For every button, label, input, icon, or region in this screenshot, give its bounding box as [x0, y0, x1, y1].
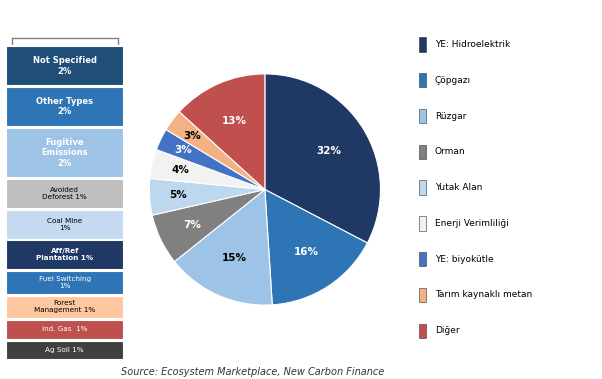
Wedge shape	[265, 190, 367, 305]
Text: 13%: 13%	[222, 116, 247, 126]
Text: Ag Soil 1%: Ag Soil 1%	[45, 347, 84, 353]
Wedge shape	[152, 190, 265, 262]
Bar	[419, 288, 426, 302]
Bar	[6, 241, 123, 269]
Text: Other Types
2%: Other Types 2%	[36, 97, 93, 116]
Text: Diğer: Diğer	[435, 326, 459, 335]
Text: Forest
Management 1%: Forest Management 1%	[34, 301, 95, 313]
Bar	[419, 37, 426, 52]
Bar	[419, 109, 426, 123]
Bar	[419, 73, 426, 88]
Text: Coal Mine
1%: Coal Mine 1%	[47, 218, 82, 231]
Text: Fuel Switching
1%: Fuel Switching 1%	[39, 276, 91, 289]
Text: Source: Ecosystem Marketplace, New Carbon Finance: Source: Ecosystem Marketplace, New Carbo…	[121, 367, 385, 377]
Text: Tarım kaynaklı metan: Tarım kaynaklı metan	[435, 290, 532, 299]
Wedge shape	[157, 130, 265, 190]
Text: Orman: Orman	[435, 147, 465, 156]
Wedge shape	[149, 179, 265, 215]
Text: 3%: 3%	[184, 131, 202, 141]
Text: 7%: 7%	[183, 219, 201, 230]
Text: 5%: 5%	[170, 190, 187, 200]
Bar	[6, 271, 123, 294]
Text: 15%: 15%	[222, 253, 247, 263]
Bar	[419, 180, 426, 195]
Text: 32%: 32%	[317, 146, 341, 155]
Bar	[419, 216, 426, 231]
Wedge shape	[265, 74, 380, 243]
Text: Enerji Verimliliği: Enerji Verimliliği	[435, 219, 509, 228]
Bar	[6, 320, 123, 339]
Bar	[419, 324, 426, 338]
Wedge shape	[179, 74, 265, 190]
Bar	[6, 46, 123, 85]
Bar	[419, 252, 426, 266]
Text: Rüzgar: Rüzgar	[435, 111, 466, 121]
Text: YE: biyokütle: YE: biyokütle	[435, 255, 493, 264]
Text: Yutak Alan: Yutak Alan	[435, 183, 482, 192]
Text: 3%: 3%	[175, 146, 193, 155]
Text: Aff/Ref
Plantation 1%: Aff/Ref Plantation 1%	[36, 248, 93, 262]
Bar	[6, 341, 123, 359]
Bar	[6, 179, 123, 208]
Bar	[6, 128, 123, 177]
Wedge shape	[175, 190, 272, 305]
Text: Ind. Gas  1%: Ind. Gas 1%	[42, 326, 87, 332]
Text: 16%: 16%	[293, 247, 318, 257]
Text: 4%: 4%	[172, 165, 189, 175]
Bar	[6, 296, 123, 318]
Text: Çöpgazı: Çöpgazı	[435, 76, 471, 85]
Bar	[6, 210, 123, 239]
Wedge shape	[166, 112, 265, 190]
Bar	[6, 87, 123, 126]
Text: Avoided
Deforest 1%: Avoided Deforest 1%	[42, 187, 87, 200]
Text: Fugitive
Emissions
2%: Fugitive Emissions 2%	[42, 138, 88, 168]
Text: Not Specified
2%: Not Specified 2%	[33, 56, 97, 75]
Text: YE: Hidroelektrik: YE: Hidroelektrik	[435, 40, 510, 49]
Wedge shape	[150, 150, 265, 190]
Bar	[419, 144, 426, 159]
